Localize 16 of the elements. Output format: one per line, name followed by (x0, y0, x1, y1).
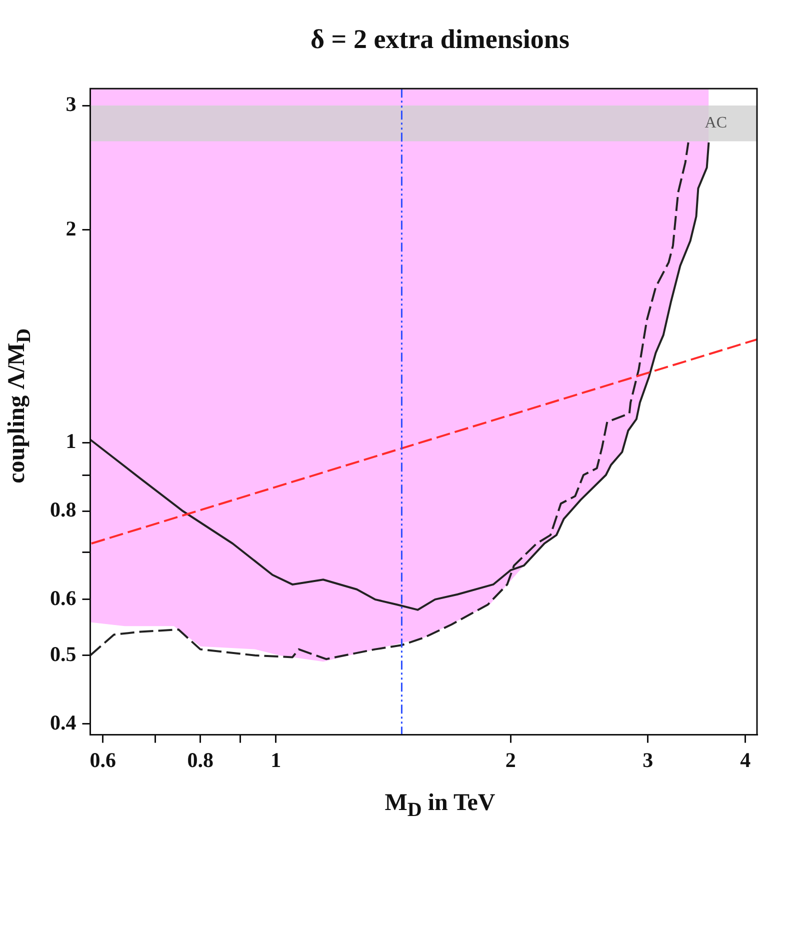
x-tick-label: 4 (740, 748, 752, 772)
chart-title: δ = 2 extra dimensions (310, 24, 570, 55)
x-tick-label: 3 (642, 748, 654, 772)
x-tick-label: 2 (505, 748, 516, 772)
x-axis-title: M$_{D}$ in TeV (384, 790, 496, 822)
x-tick-label: 0.8 (187, 748, 214, 772)
y-tick-label: 0.5 (50, 642, 76, 666)
y-tick-label: 0.6 (50, 586, 76, 610)
y-tick-label: 3 (66, 92, 76, 116)
y-tick-label: 2 (66, 216, 76, 240)
y-tick-label: 1 (66, 429, 76, 454)
y-tick-label: 0.8 (50, 498, 76, 522)
y-tick-label: 0.4 (50, 710, 77, 734)
x-tick-label: 0.6 (90, 748, 116, 772)
band-label: AC (704, 114, 727, 132)
x-tick-label: 1 (270, 748, 282, 772)
